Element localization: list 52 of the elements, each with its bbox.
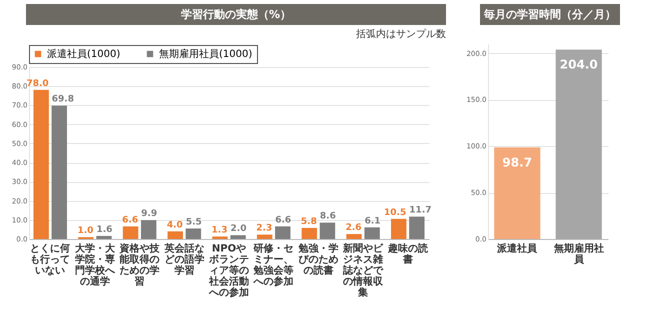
bar [302,228,318,239]
x-tick-label: 大学・大学院・専門学校への通学 [74,242,116,288]
bar [52,106,67,239]
data-label: 2.3 [256,224,272,234]
bar [33,90,49,239]
data-label: 204.0 [560,58,598,72]
bar [320,222,336,239]
data-label: 2.0 [230,224,246,234]
x-tick-label: 無期雇用社員 [552,242,604,266]
data-label: 4.0 [166,220,183,230]
data-label: 78.0 [26,78,49,89]
data-label: 10.5 [384,208,406,218]
x-tick-label: 研修・セミナー、勉強会等への参加 [252,242,294,288]
data-label: 9.9 [141,209,158,220]
bar [409,216,425,239]
legend-label: 無期雇用社員(1000) [159,48,252,60]
data-label: 1.6 [96,224,112,235]
chart-title: 毎月の学習時間（分／月） [480,4,620,25]
bar [346,234,362,239]
x-tick-label: とくに何も行っていない [30,242,70,276]
bar [122,226,138,239]
data-label: 6.6 [275,215,292,226]
data-label: 11.7 [409,206,432,216]
text: 括弧内はサンプル数 [355,28,446,40]
bar [256,234,272,239]
bar [391,218,406,239]
data-label: 69.8 [52,94,74,105]
x-tick-label: NPOやボランティア等の社会活動への参加 [208,244,249,298]
x-tick-label: 資格や技能取得のための学習 [118,242,161,288]
bar [140,220,156,239]
bar [168,231,183,239]
x-tick-label: 派遣社員 [496,242,538,254]
data-label: 6.1 [364,216,381,226]
data-label: 1.0 [77,226,94,236]
x-tick-label: 勉強・学びのための読書 [297,242,338,276]
x-tick-label: 新聞やビジネス雑誌などでの情報収集 [342,242,384,298]
data-label: 2.6 [346,223,362,234]
bar [186,228,202,239]
data-label: 98.7 [502,155,532,170]
data-label: 6.6 [122,215,138,226]
bar [230,235,246,239]
bar [364,227,380,239]
x-tick-label: 英会話などの語学学習 [163,242,204,276]
data-label: 5.8 [300,216,317,227]
chart-title: 学習行動の実態（%） [26,4,446,25]
x-tick-label: 趣味の読書 [386,242,429,266]
data-label: 5.5 [186,217,202,228]
data-label: 1.3 [212,226,228,236]
bar [96,236,112,239]
legend-label: 派遣社員(1000) [47,48,120,60]
bar [275,226,290,239]
data-label: 8.6 [320,212,336,222]
